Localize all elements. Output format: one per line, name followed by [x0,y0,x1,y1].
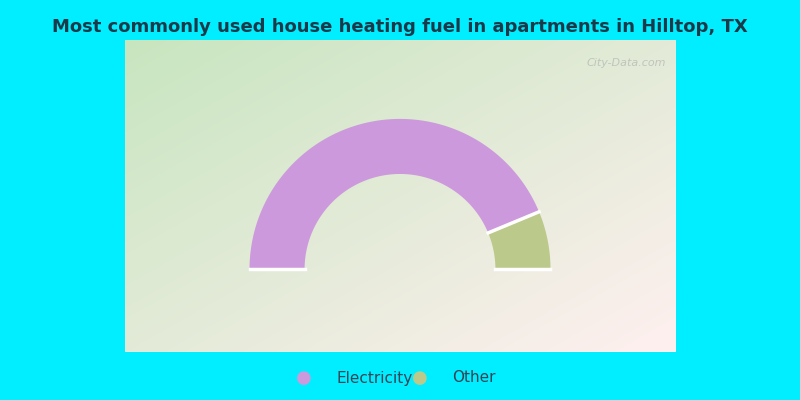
Polygon shape [488,212,550,270]
Text: Most commonly used house heating fuel in apartments in Hilltop, TX: Most commonly used house heating fuel in… [52,18,748,36]
Text: Other: Other [452,370,495,386]
Text: ●: ● [296,369,312,387]
Polygon shape [250,119,539,270]
Text: ●: ● [412,369,428,387]
Text: Electricity: Electricity [336,370,412,386]
Text: City-Data.com: City-Data.com [586,58,666,68]
